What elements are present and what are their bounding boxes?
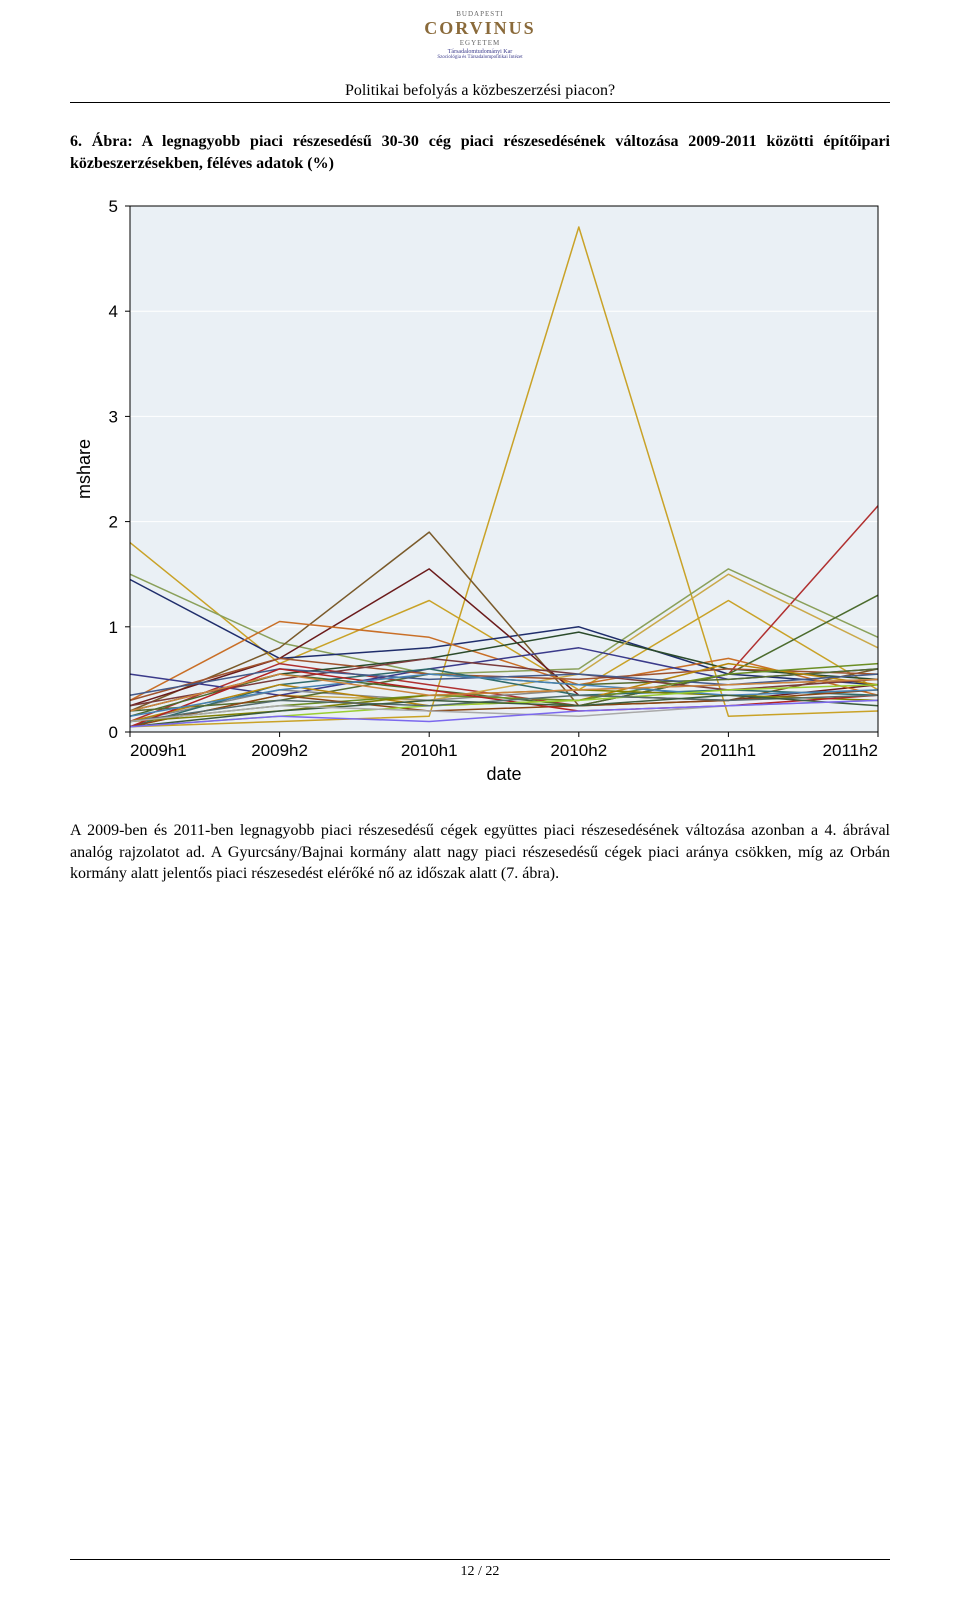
svg-text:2009h1: 2009h1 — [130, 741, 187, 760]
svg-text:2010h2: 2010h2 — [550, 741, 607, 760]
page-header: BUDAPESTI CORVINUS EGYETEM Társadalomtud… — [70, 0, 890, 60]
svg-text:date: date — [486, 764, 521, 784]
svg-text:2009h2: 2009h2 — [251, 741, 308, 760]
logo-top: BUDAPESTI — [424, 10, 535, 18]
logo-sub: EGYETEM — [424, 39, 535, 47]
svg-text:4: 4 — [109, 302, 118, 321]
page-number: 12 / 22 — [70, 1564, 890, 1580]
logo-name: CORVINUS — [424, 18, 535, 39]
running-title: Politikai befolyás a közbeszerzési piaco… — [70, 82, 890, 100]
svg-text:2011h2: 2011h2 — [823, 741, 878, 760]
line-chart: 0 1 2 3 4 5 2009h1 2009h2 2010h1 2010h2 2011h1 2011… — [70, 192, 890, 792]
svg-text:mshare: mshare — [74, 439, 94, 499]
chart-svg: 0 1 2 3 4 5 2009h1 2009h2 2010h1 2010h2 2011h1 2011… — [70, 192, 890, 792]
svg-text:0: 0 — [109, 723, 118, 742]
svg-text:5: 5 — [109, 197, 118, 216]
svg-text:2010h1: 2010h1 — [401, 741, 458, 760]
body-paragraph: A 2009-ben és 2011-ben legnagyobb piaci … — [70, 820, 890, 885]
page-footer: 12 / 22 — [70, 1559, 890, 1580]
logo-department: Szociológia és Társadalompolitikai Intéz… — [424, 55, 535, 60]
footer-rule — [70, 1559, 890, 1560]
svg-text:2: 2 — [109, 513, 118, 532]
svg-text:2011h1: 2011h1 — [701, 741, 756, 760]
svg-text:1: 1 — [109, 618, 118, 637]
svg-text:3: 3 — [109, 408, 118, 427]
header-rule — [70, 102, 890, 103]
figure-caption: 6. Ábra: A legnagyobb piaci részesedésű … — [70, 131, 890, 174]
university-logo: BUDAPESTI CORVINUS EGYETEM Társadalomtud… — [424, 10, 535, 60]
